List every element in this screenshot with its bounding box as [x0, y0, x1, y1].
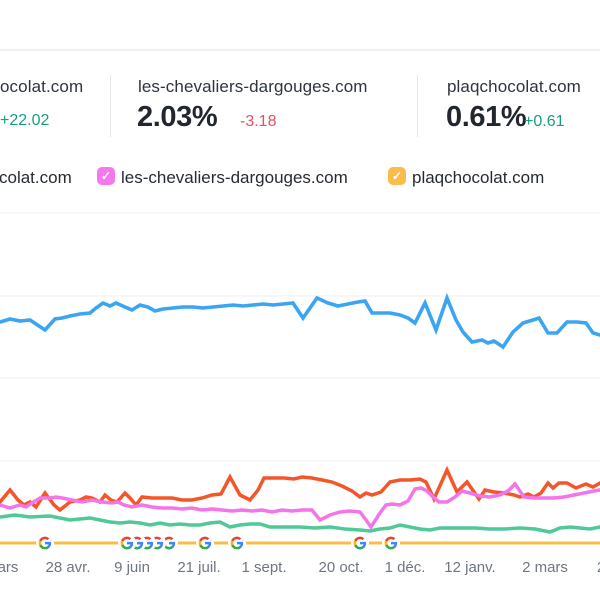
checkmark-icon: ✓	[100, 169, 112, 183]
stat-card-domain: plaqchocolat.com	[447, 77, 581, 96]
google-update-icon[interactable]	[36, 534, 54, 552]
series-line-orange-competitor	[0, 465, 600, 513]
x-axis-label: 20 oct.	[318, 559, 364, 576]
card-divider	[417, 75, 418, 137]
x-axis-label: 21 juil.	[177, 559, 221, 576]
stat-card-change: +0.61	[524, 113, 565, 130]
legend-checkbox-plaqchocolat[interactable]: ✓	[388, 167, 406, 185]
x-axis-label: 28 avr.	[45, 559, 91, 576]
checkmark-icon: ✓	[391, 169, 403, 183]
stat-card-domain: ocolat.com	[0, 77, 84, 96]
google-update-icon[interactable]	[382, 534, 400, 552]
x-axis-label: 1 sept.	[241, 559, 287, 576]
section-divider	[0, 49, 600, 51]
stat-card-change: -3.18	[240, 113, 277, 130]
stat-card-value: 0.61%	[446, 101, 527, 133]
stat-card-value: 2.03%	[137, 101, 218, 133]
x-axis-label: 2 mars	[522, 559, 568, 576]
google-update-icon[interactable]	[351, 534, 369, 552]
x-axis-label: 12 janv.	[444, 559, 496, 576]
legend-item-clipped-domain[interactable]: colat.com	[0, 168, 72, 187]
legend-item-plaqchocolat[interactable]: plaqchocolat.com	[412, 168, 545, 187]
series-line-blue-main-domain	[0, 292, 600, 350]
x-axis-label: ars	[0, 559, 19, 576]
x-axis-label: 2	[597, 559, 600, 576]
legend-checkbox-les-chevaliers-dargouges[interactable]: ✓	[97, 167, 115, 185]
legend-item-les-chevaliers-dargouges[interactable]: les-chevaliers-dargouges.com	[121, 168, 348, 187]
x-axis-label: 1 déc.	[384, 559, 426, 576]
google-update-icon[interactable]	[228, 534, 246, 552]
x-axis-label: 9 juin	[114, 559, 150, 576]
stat-card-domain: les-chevaliers-dargouges.com	[138, 77, 368, 96]
series-line-green-competitor	[0, 513, 600, 534]
stat-card-change: +22.02	[0, 112, 50, 129]
google-update-icon[interactable]	[118, 534, 136, 552]
google-update-icon[interactable]	[196, 534, 214, 552]
card-divider	[110, 75, 111, 137]
series-line-magenta-les-chevaliers-dargouges	[0, 481, 600, 531]
